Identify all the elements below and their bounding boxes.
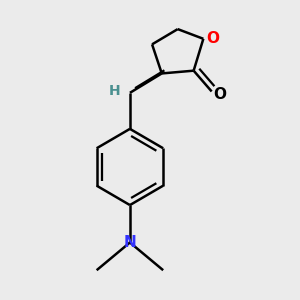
Text: N: N [124, 235, 136, 250]
Text: O: O [214, 87, 226, 102]
Text: H: H [109, 85, 121, 98]
Text: O: O [206, 31, 219, 46]
